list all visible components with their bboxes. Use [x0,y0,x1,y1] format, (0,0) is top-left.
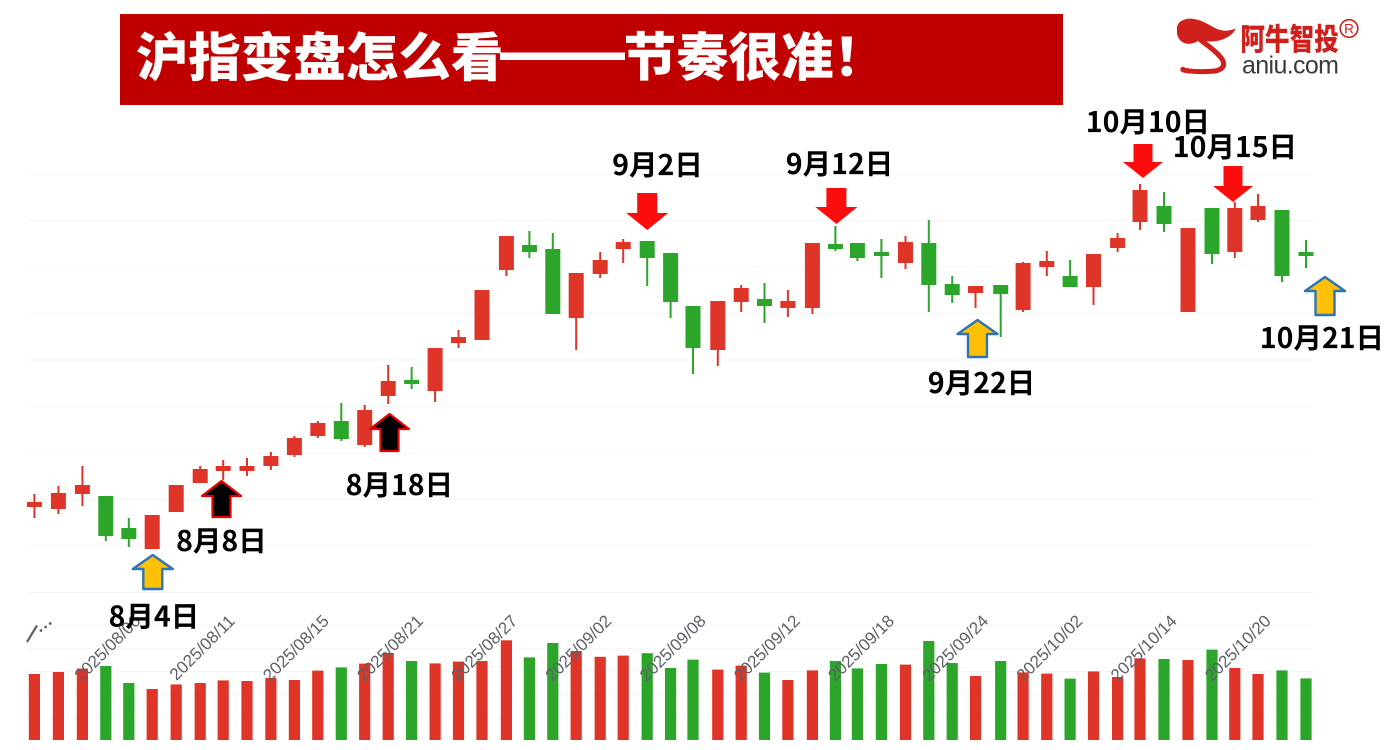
svg-text:R: R [1344,22,1354,37]
svg-text:aniu.com: aniu.com [1242,52,1339,80]
